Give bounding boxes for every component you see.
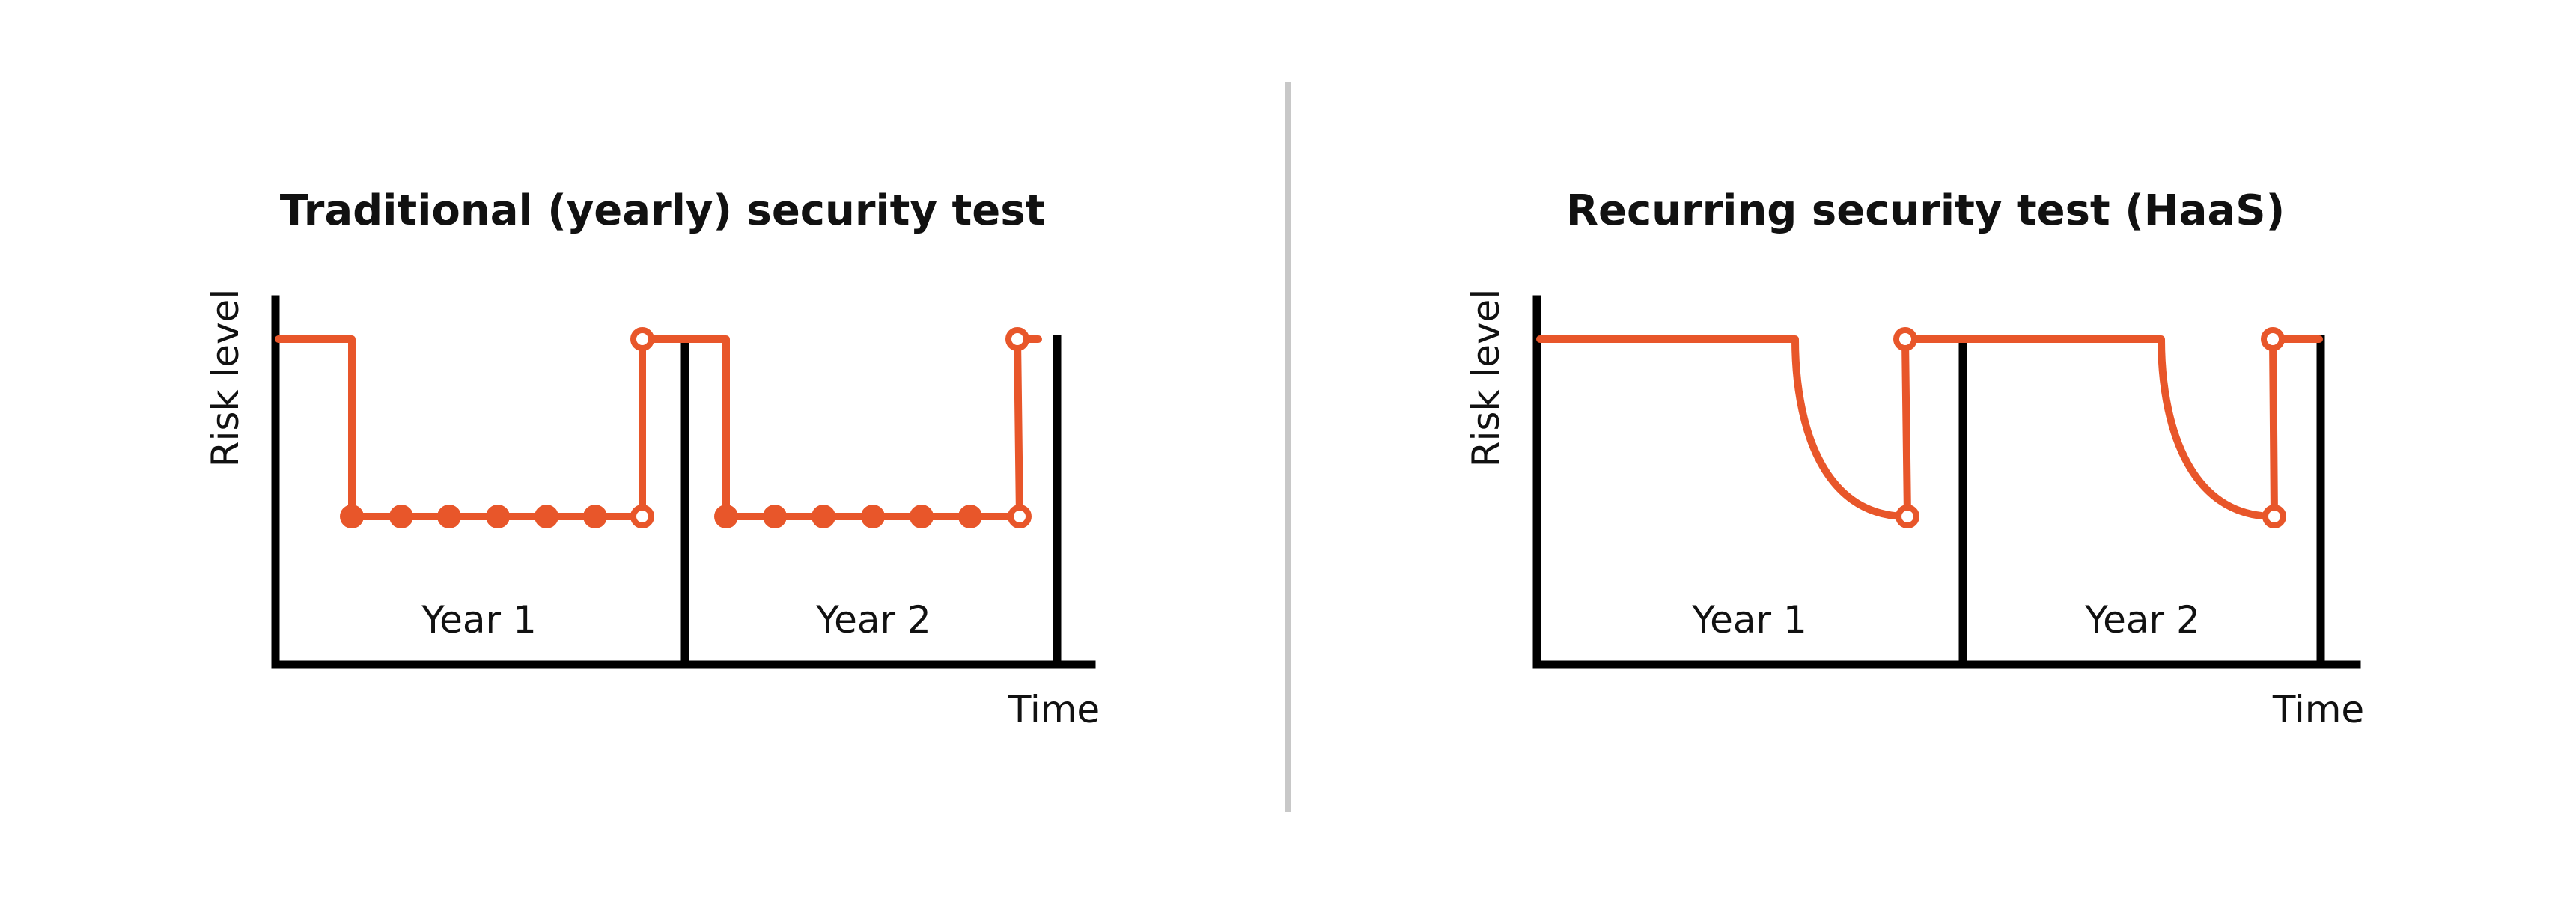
left-open-dot (630, 505, 654, 528)
left-open-dot (1005, 327, 1029, 351)
left-test-dot (714, 505, 738, 528)
left-risk-line (275, 335, 1042, 520)
right-y-axis-label: Risk level (1464, 289, 1508, 467)
left-test-dot (437, 505, 461, 528)
left-test-dot (535, 505, 558, 528)
left-test-dot (861, 505, 885, 528)
left-year2-label: Year 2 (815, 598, 931, 642)
right-test-markers (1893, 327, 2286, 528)
right-panel-title: Recurring security test (HaaS) (1566, 186, 2285, 235)
right-open-dot (1893, 327, 1917, 351)
right-risk-line (1536, 335, 2323, 520)
left-x-axis-label: Time (1008, 688, 1100, 731)
left-panel-title: Traditional (yearly) security test (280, 186, 1046, 235)
left-panel: Traditional (yearly) security test Risk … (204, 186, 1100, 731)
left-test-markers (340, 327, 1032, 528)
right-open-dot (2261, 327, 2285, 351)
left-open-dot (630, 327, 654, 351)
left-y-axis-label: Risk level (204, 289, 247, 467)
right-year2-label: Year 2 (2084, 598, 2200, 642)
left-test-dot (910, 505, 934, 528)
right-open-dot (2262, 505, 2286, 528)
left-year1-label: Year 1 (421, 598, 537, 642)
left-test-dot (340, 505, 364, 528)
right-panel: Recurring security test (HaaS) Risk leve… (1464, 186, 2364, 731)
left-test-dot (958, 505, 982, 528)
left-test-dot (583, 505, 607, 528)
left-test-dot (486, 505, 510, 528)
left-test-dot (389, 505, 413, 528)
right-x-axis-label: Time (2272, 688, 2364, 731)
right-year1-label: Year 1 (1691, 598, 1807, 642)
left-test-dot (812, 505, 835, 528)
left-open-dot (1008, 505, 1032, 528)
right-open-dot (1896, 505, 1919, 528)
left-test-dot (763, 505, 787, 528)
